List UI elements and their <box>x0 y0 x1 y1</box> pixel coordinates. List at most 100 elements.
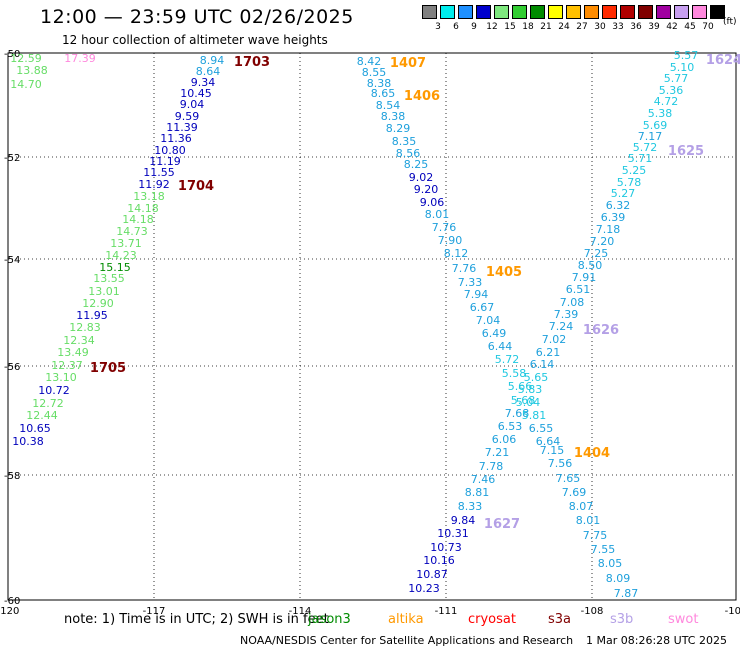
credit-line: NOAA/NESDIS Center for Satellite Applica… <box>240 634 574 647</box>
wave-height-value: 6.67 <box>470 301 495 314</box>
wave-height-value: 6.44 <box>488 340 513 353</box>
wave-height-value: 8.38 <box>367 77 392 90</box>
color-scale-tick: 3 <box>435 22 441 32</box>
wave-height-value: 9.59 <box>175 110 200 123</box>
lon-tick-label: -105 <box>725 606 740 617</box>
pass-time-label: 1625 <box>668 144 704 159</box>
wave-height-value: 7.18 <box>596 223 621 236</box>
wave-height-value: 8.64 <box>196 65 221 78</box>
wave-height-value: 7.24 <box>549 320 574 333</box>
wave-height-value: 8.07 <box>569 500 594 513</box>
wave-height-value: 7.65 <box>556 472 581 485</box>
lat-tick-label: -50 <box>4 49 20 60</box>
wave-height-value: 8.81 <box>465 486 490 499</box>
satellite-legend-item: cryosat <box>468 612 516 627</box>
wave-height-value: 8.01 <box>576 514 601 527</box>
wave-height-value: 9.34 <box>191 76 216 89</box>
wave-height-value: 7.21 <box>485 446 510 459</box>
wave-height-value: 7.46 <box>471 473 496 486</box>
satellite-legend-item: jason3 <box>308 612 351 627</box>
wave-height-value: 8.29 <box>386 122 411 135</box>
wave-height-value: 7.33 <box>458 276 483 289</box>
wave-height-value: 10.80 <box>154 144 186 157</box>
wave-height-value: 12.37 <box>51 359 83 372</box>
color-scale-tick: 18 <box>522 22 534 32</box>
color-swatch <box>494 5 509 19</box>
wave-height-value: 5.72 <box>495 353 520 366</box>
wave-height-value: 6.53 <box>498 420 523 433</box>
wave-height-value: 7.04 <box>476 314 501 327</box>
wave-height-value: 6.64 <box>536 435 561 448</box>
wave-height-value: 5.77 <box>664 72 689 85</box>
map-frame <box>7 52 737 601</box>
wave-height-value: 6.51 <box>566 283 591 296</box>
wave-height-value: 6.39 <box>601 211 626 224</box>
color-swatch <box>440 5 455 19</box>
wave-height-value: 8.35 <box>392 135 417 148</box>
wave-height-value: 7.15 <box>540 444 565 457</box>
satellite-legend-item: s3b <box>610 612 634 627</box>
wave-height-value: 5.78 <box>617 176 642 189</box>
wave-height-value: 4.72 <box>654 95 679 108</box>
wave-height-value: 11.92 <box>138 178 170 191</box>
wave-height-value: 15.15 <box>99 261 131 274</box>
color-scale-tick: 45 <box>684 22 696 32</box>
wave-height-value: 8.54 <box>376 99 401 112</box>
wave-height-value: 8.94 <box>200 54 225 67</box>
wave-height-value: 13.55 <box>93 272 125 285</box>
wave-height-value: 10.65 <box>19 422 51 435</box>
wave-height-value: 13.10 <box>45 371 77 384</box>
wave-height-value: 8.56 <box>396 147 421 160</box>
pass-time-label: 1624 <box>706 53 740 68</box>
wave-height-value: 14.73 <box>116 225 148 238</box>
wave-height-value: 7.08 <box>560 296 585 309</box>
color-swatch <box>548 5 563 19</box>
color-scale-tick: 21 <box>540 22 552 32</box>
wave-height-value: 5.65 <box>524 371 549 384</box>
color-scale-tick: 70 <box>702 22 714 32</box>
color-swatch <box>674 5 689 19</box>
wave-height-value: 14.18 <box>122 213 154 226</box>
altimeter-track-d: 5.575.105.775.364.725.385.697.175.725.71… <box>516 49 699 600</box>
color-swatch <box>566 5 581 19</box>
color-swatch <box>422 5 437 19</box>
wave-height-value: 10.72 <box>38 384 70 397</box>
wave-height-value: 9.06 <box>420 196 445 209</box>
altimeter-track-c: 8.428.558.388.658.548.388.298.358.568.25… <box>357 55 536 595</box>
wave-height-value: 10.31 <box>437 527 469 540</box>
lat-tick-label: -56 <box>4 362 20 373</box>
color-scale-tick: 12 <box>486 22 498 32</box>
wave-height-value: 5.68 <box>511 394 536 407</box>
altimeter-track-b: 8.948.649.3410.459.049.5911.3911.3610.80… <box>12 54 224 448</box>
wave-height-value: 6.21 <box>536 346 561 359</box>
color-swatch <box>584 5 599 19</box>
wave-height-value: 9.20 <box>414 183 439 196</box>
color-scale-units: (ft) <box>723 17 737 27</box>
lon-tick-label: -120 <box>0 606 19 617</box>
wave-height-value: 12.44 <box>26 409 58 422</box>
color-swatch <box>692 5 707 19</box>
wave-height-value: 12.59 <box>10 52 42 65</box>
wave-height-value: 5.36 <box>659 84 684 97</box>
wave-height-value: 7.75 <box>583 529 608 542</box>
wave-height-value: 13.49 <box>57 346 89 359</box>
wave-height-value: 11.36 <box>160 132 192 145</box>
wave-height-value: 6.14 <box>530 358 555 371</box>
wave-height-value: 7.90 <box>438 234 463 247</box>
wave-height-value: 5.81 <box>522 409 547 422</box>
wave-height-value: 8.42 <box>357 55 382 68</box>
wave-height-value: 5.57 <box>674 49 699 62</box>
wave-height-value: 13.01 <box>88 285 120 298</box>
satellite-legend-item: altika <box>388 612 424 627</box>
wave-height-value: 5.66 <box>508 380 533 393</box>
wave-height-value: 8.01 <box>425 208 450 221</box>
wave-height-value: 11.95 <box>76 309 108 322</box>
wave-height-value: 7.39 <box>554 308 579 321</box>
wave-height-value: 14.23 <box>105 249 137 262</box>
color-scale-tick: 42 <box>666 22 678 32</box>
lon-tick-label: -117 <box>143 606 166 617</box>
pass-time-label: 1703 <box>234 55 270 70</box>
lat-tick-label: -54 <box>4 255 20 266</box>
